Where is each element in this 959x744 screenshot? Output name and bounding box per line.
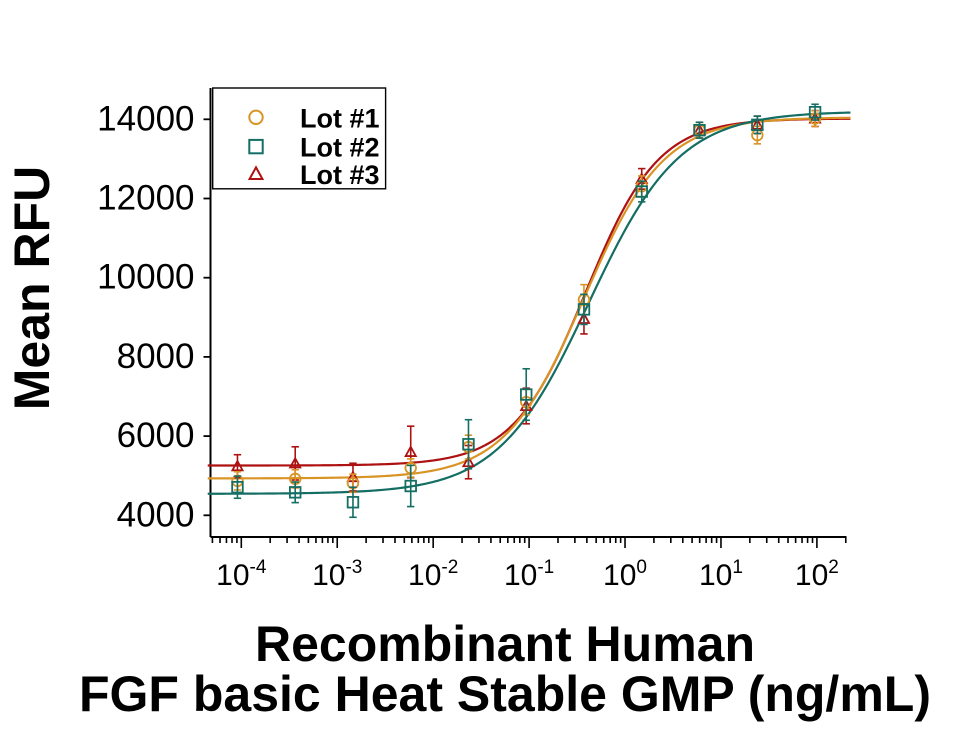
svg-text:Lot #2: Lot #2 — [300, 133, 380, 163]
svg-text:8000: 8000 — [117, 337, 195, 376]
svg-text:Lot #3: Lot #3 — [300, 160, 380, 190]
svg-text:4000: 4000 — [117, 495, 195, 534]
svg-text:14000: 14000 — [97, 99, 194, 138]
svg-text:10000: 10000 — [97, 258, 194, 297]
svg-text:12000: 12000 — [97, 179, 194, 218]
svg-text:6000: 6000 — [117, 416, 195, 455]
svg-text:Lot #1: Lot #1 — [300, 103, 380, 133]
